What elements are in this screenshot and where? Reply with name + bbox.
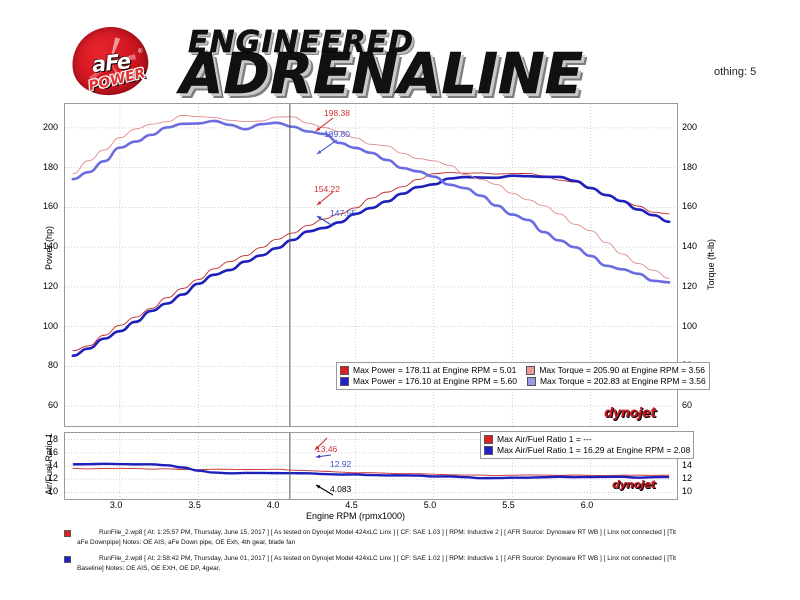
rpm-axis-label: Engine RPM (rpmx1000): [306, 511, 406, 521]
annotation-power-red: 198.38: [324, 108, 350, 118]
dynojet-watermark-text: dynojet: [604, 406, 656, 421]
axis-tick-label: 12: [47, 473, 58, 484]
header-tagline-top: ENGINEERED: [188, 25, 414, 60]
afe-power-logo: aFe ® POWER: [64, 22, 174, 100]
run-file-line1: RunFile_2.wp8 [ At: 1:25:57 PM, Thursday…: [99, 529, 676, 536]
legend-label: Max Torque = 202.83 at Engine RPM = 3.56: [539, 376, 706, 386]
legend-label: Max Air/Fuel Ratio 1 = 16.29 at Engine R…: [497, 445, 691, 455]
axis-tick-label: 5.5: [502, 500, 515, 510]
axis-tick-label: 180: [682, 161, 698, 172]
legend-swatch-icon: [526, 366, 536, 375]
dynojet-watermark-text: dynojet: [612, 478, 656, 491]
page-header: aFe ® POWER ENGINEERED ADRENALINE othing…: [0, 0, 800, 103]
legend-label: Max Air/Fuel Ratio 1 = ---: [497, 434, 592, 444]
afr-axis-label: Air/Fuel Ratio 1: [44, 432, 54, 495]
dynojet-watermark-main: dynojet: [604, 406, 656, 421]
power-axis-label: Power (hp): [44, 225, 54, 270]
legend-swatch-icon: [340, 366, 349, 375]
legend-swatch-icon: [526, 377, 536, 386]
run-file-entry: RunFile_2.wp8 [ At: 1:25:57 PM, Thursday…: [64, 528, 800, 547]
axis-tick-label: 10: [682, 486, 693, 497]
axis-tick-label: 120: [42, 280, 58, 291]
run-file-entry: RunFile_2.wp8 [ At: 2:58:42 PM, Thursday…: [64, 554, 800, 573]
axis-tick-label: 14: [682, 460, 693, 470]
axis-tick-label: 3.0: [109, 500, 123, 510]
legend-label: Max Torque = 205.90 at Engine RPM = 3.56: [539, 365, 706, 375]
annotation-power-blue: 189.80: [324, 129, 350, 139]
legend-swatch-icon: [484, 446, 493, 455]
run-file-line1: RunFile_2.wp8 [ At: 2:58:42 PM, Thursday…: [99, 555, 676, 562]
logo-registered-icon: ®: [138, 49, 143, 55]
axis-tick-label: 18: [47, 433, 58, 444]
legend-item: Max Power = 178.11 at Engine RPM = 5.01: [340, 365, 516, 376]
legend-row: Max Power = 178.11 at Engine RPM = 5.01 …: [340, 365, 706, 376]
afr-legend: Max Air/Fuel Ratio 1 = --- Max Air/Fuel …: [480, 431, 695, 459]
axis-tick-label: 100: [682, 320, 698, 331]
run-marker-icon: [64, 556, 71, 563]
axis-tick-label: 80: [47, 360, 58, 371]
legend-item: Max Air/Fuel Ratio 1 = ---: [484, 434, 592, 445]
axis-tick-label: 180: [42, 161, 58, 172]
axis-tick-label: 100: [42, 320, 58, 331]
legend-item: Max Air/Fuel Ratio 1 = 16.29 at Engine R…: [484, 445, 690, 456]
axis-tick-label: 60: [682, 400, 693, 411]
annotation-cursor-rpm: 4.083: [330, 484, 352, 494]
annotation-afr-blue: 12.92: [330, 459, 352, 469]
axis-tick-label: 3.5: [188, 500, 201, 510]
header-smoothing-text: othing: 5: [714, 66, 757, 78]
annotation-torque-red: 154.22: [314, 184, 340, 194]
run-marker-icon: [64, 530, 71, 537]
legend-swatch-icon: [484, 435, 493, 444]
afr-plot-area: [65, 433, 677, 499]
axis-tick-label: 16: [47, 446, 58, 457]
run-file-text: RunFile_2.wp8 [ At: 1:25:57 PM, Thursday…: [77, 528, 800, 547]
legend-row: Max Air/Fuel Ratio 1 = 16.29 at Engine R…: [484, 445, 690, 456]
axis-tick-label: 200: [682, 121, 698, 132]
legend-row: Max Power = 176.10 at Engine RPM = 5.60 …: [340, 376, 706, 387]
legend-label: Max Power = 178.11 at Engine RPM = 5.01: [353, 365, 517, 375]
axis-tick-label: 10: [47, 486, 58, 497]
legend-row: Max Air/Fuel Ratio 1 = ---: [484, 434, 690, 445]
axis-tick-label: 120: [682, 280, 698, 291]
axis-tick-label: 140: [682, 241, 698, 252]
header-tagline-main: ADRENALINE: [180, 42, 584, 107]
axis-tick-label: 140: [42, 241, 58, 252]
dynojet-watermark-afr: dynojet: [612, 478, 656, 491]
legend-label: Max Power = 176.10 at Engine RPM = 5.60: [353, 376, 517, 386]
run-file-text: RunFile_2.wp8 [ At: 2:58:42 PM, Thursday…: [77, 554, 800, 573]
legend-item: Max Torque = 202.83 at Engine RPM = 3.56: [526, 376, 706, 387]
annotation-afr-red: 13.46: [316, 444, 338, 454]
legend-item: Max Torque = 205.90 at Engine RPM = 3.56: [526, 365, 705, 376]
axis-tick-label: 4.5: [345, 500, 358, 510]
annotation-torque-blue: 147.55: [330, 208, 356, 218]
legend-swatch-icon: [340, 377, 349, 386]
power-torque-plot-area: [65, 104, 677, 426]
axis-tick-label: 6.0: [580, 500, 594, 510]
axis-tick-label: 4.0: [266, 500, 280, 510]
axis-tick-label: 14: [47, 460, 58, 470]
torque-axis-label: Torque (ft-lb): [706, 238, 716, 290]
run-file-line2: Baseline] Notes: OE AIS, OE EXH, OE DP, …: [77, 564, 221, 572]
run-file-footer: RunFile_2.wp8 [ At: 1:25:57 PM, Thursday…: [64, 528, 800, 580]
axis-tick-label: 5.0: [423, 500, 437, 510]
axis-tick-label: 200: [42, 121, 58, 132]
legend-item: Max Power = 176.10 at Engine RPM = 5.60: [340, 376, 517, 387]
axis-tick-label: 160: [682, 201, 698, 212]
power-torque-legend: Max Power = 178.11 at Engine RPM = 5.01 …: [336, 362, 710, 390]
axis-tick-label: 160: [42, 201, 58, 212]
run-file-line2: aFe Downpipe] Notes: OE AIS, aFe Down pi…: [77, 538, 296, 546]
axis-tick-label: 12: [682, 473, 693, 484]
axis-tick-label: 60: [47, 400, 58, 411]
